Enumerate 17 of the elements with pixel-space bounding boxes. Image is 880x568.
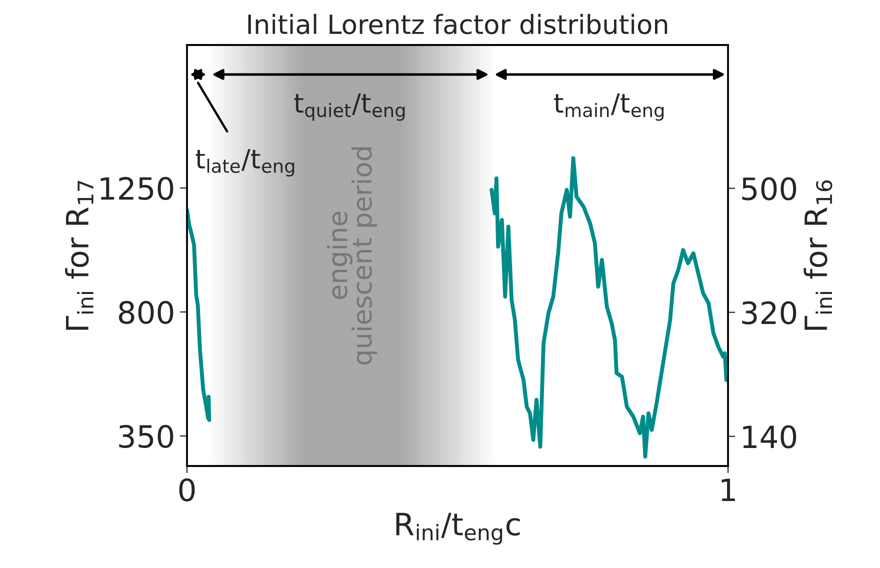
y2-tick-label: 320 bbox=[742, 301, 796, 324]
annotation: t$_{main}$/t$_{eng}$ bbox=[554, 93, 664, 121]
y-tick-label: 1250 bbox=[100, 176, 174, 200]
chart-title: Initial Lorentz factor distribution bbox=[248, 14, 668, 34]
x-tick-label: 1 bbox=[722, 478, 735, 502]
x-axis-title: R$_{ini}$/t$_{eng}$c bbox=[396, 512, 520, 545]
line-series bbox=[490, 156, 728, 459]
y2-axis-title: Γ$_{ini}$ for R$_{16}$ bbox=[804, 180, 832, 330]
x-tick-label: 0 bbox=[179, 478, 195, 502]
line-series bbox=[187, 208, 212, 422]
annotation: t$_{late}$/t$_{eng}$ bbox=[196, 149, 294, 177]
y2-tick-label: 140 bbox=[743, 425, 796, 448]
y2-tick-label: 500 bbox=[742, 177, 796, 200]
y-tick-label: 350 bbox=[119, 424, 174, 448]
annotation: t$_{quiet}$/t$_{eng}$ bbox=[294, 93, 405, 121]
y-tick-label: 800 bbox=[118, 300, 174, 324]
y-axis-title: Γ$_{ini}$ for R$_{17}$ bbox=[65, 180, 94, 330]
